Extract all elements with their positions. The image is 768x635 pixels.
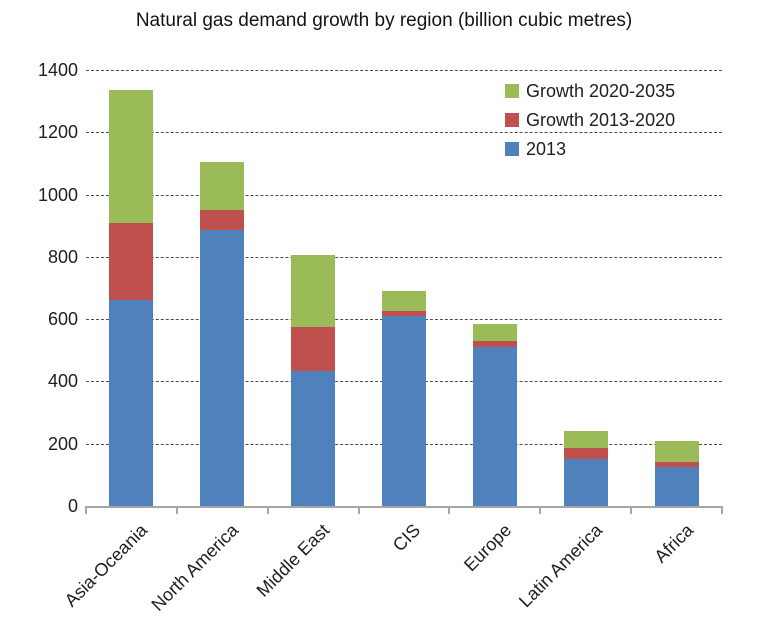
bar-segment-2013 — [382, 316, 426, 506]
y-axis-tick-label: 400 — [47, 371, 78, 392]
x-axis-category-label: CIS — [388, 520, 425, 556]
bar-segment-growth-2020-2035 — [472, 323, 517, 341]
x-axis-tick — [357, 506, 360, 514]
bar-segment-growth-2013-2020 — [382, 311, 426, 316]
bar-segment-2013 — [291, 370, 336, 506]
x-axis-category-label: Middle East — [252, 520, 334, 601]
bar-segment-growth-2013-2020 — [654, 462, 699, 468]
bar-segment-growth-2020-2035 — [291, 255, 336, 327]
bar-segment-growth-2020-2035 — [200, 161, 245, 211]
y-axis-tick-label: 200 — [47, 433, 78, 454]
x-axis-category-label: Asia-Oceania — [61, 520, 152, 611]
legend-swatch-icon — [505, 113, 519, 127]
legend-swatch-icon — [505, 142, 519, 156]
bar-segment-2013 — [563, 459, 608, 506]
legend-label: Growth 2013-2020 — [526, 110, 676, 130]
bar-segment-growth-2013-2020 — [563, 448, 608, 460]
gridline-y-800 — [86, 256, 722, 258]
bar-segment-growth-2013-2020 — [472, 340, 517, 348]
bar-segment-growth-2013-2020 — [200, 210, 245, 231]
x-axis-tick — [266, 506, 269, 514]
x-axis-category-label: North America — [147, 520, 243, 615]
x-axis-tick — [630, 506, 633, 514]
chart-title: Natural gas demand growth by region (bil… — [135, 10, 633, 31]
bar-segment-growth-2020-2035 — [563, 431, 608, 449]
bar-segment-growth-2020-2035 — [654, 440, 699, 463]
legend-item: Growth 2020-2035 — [505, 80, 675, 102]
x-axis-tick — [175, 506, 178, 514]
gridline-y-1000 — [86, 194, 722, 196]
y-axis-tick-label: 1000 — [37, 184, 78, 205]
legend-label: 2013 — [526, 139, 567, 159]
y-axis-tick-label: 800 — [47, 246, 78, 267]
x-axis-category-label: Latin America — [514, 520, 606, 612]
gridline-y-1200 — [86, 132, 722, 134]
legend-label: Growth 2020-2035 — [526, 81, 676, 101]
bar-segment-growth-2020-2035 — [109, 90, 154, 223]
x-axis-tick — [448, 506, 451, 514]
x-axis-tick — [85, 506, 87, 514]
gridline-y-1400 — [86, 70, 722, 71]
x-axis-tick — [721, 506, 723, 514]
bar-segment-growth-2013-2020 — [109, 222, 154, 301]
bar-segment-growth-2020-2035 — [382, 291, 426, 312]
bar-segment-2013 — [654, 467, 699, 506]
y-axis-tick-label: 1400 — [37, 60, 78, 80]
bar-segment-2013 — [472, 347, 517, 506]
y-axis-tick-label: 600 — [47, 309, 78, 330]
legend-item: 2013 — [505, 138, 566, 160]
x-axis-tick — [539, 506, 542, 514]
x-axis-category-label: Europe — [459, 520, 516, 576]
y-axis-tick-label: 0 — [67, 496, 78, 516]
x-axis-line — [85, 506, 723, 508]
bar-segment-growth-2013-2020 — [291, 326, 336, 371]
y-axis-tick-label: 1200 — [37, 122, 78, 143]
bar-segment-2013 — [200, 230, 245, 506]
bar-segment-2013 — [109, 300, 154, 506]
legend-item: Growth 2013-2020 — [505, 109, 675, 131]
x-axis-category-label: Africa — [650, 520, 697, 567]
legend-swatch-icon — [505, 84, 519, 98]
